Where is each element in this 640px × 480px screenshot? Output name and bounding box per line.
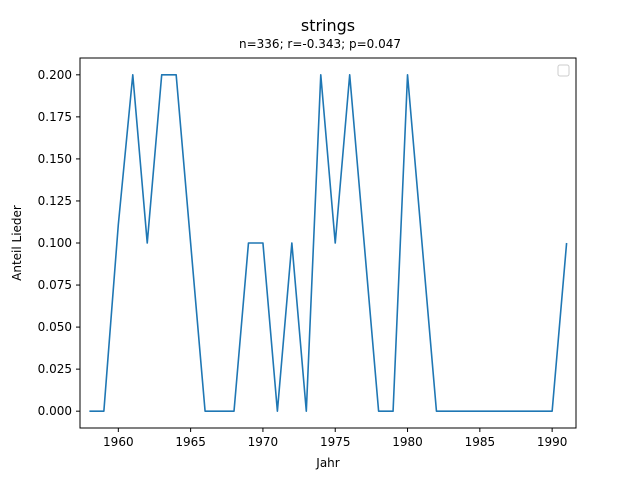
y-tick-label: 0.000 — [38, 404, 72, 418]
y-tick-label: 0.075 — [38, 278, 72, 292]
chart-subtitle: n=336; r=-0.343; p=0.047 — [239, 37, 401, 51]
x-tick-label: 1990 — [537, 435, 568, 449]
x-tick-label: 1985 — [465, 435, 496, 449]
y-tick-label: 0.200 — [38, 68, 72, 82]
x-tick-label: 1960 — [103, 435, 134, 449]
x-axis-label: Jahr — [315, 456, 339, 470]
y-axis-label: Anteil Lieder — [10, 205, 24, 281]
chart-title: strings — [301, 16, 355, 35]
legend-box — [557, 64, 570, 77]
y-axis-ticks: 0.000 0.025 0.050 0.075 0.100 0.125 0.150 0.175… — [38, 68, 80, 418]
y-tick-label: 0.025 — [38, 362, 72, 376]
x-tick-label: 1975 — [320, 435, 351, 449]
y-tick-label: 0.100 — [38, 236, 72, 250]
y-tick-label: 0.050 — [38, 320, 72, 334]
x-tick-label: 1970 — [248, 435, 279, 449]
series-layer — [89, 74, 568, 412]
y-tick-label: 0.150 — [38, 152, 72, 166]
y-tick-label: 0.125 — [38, 194, 72, 208]
x-tick-label: 1980 — [392, 435, 423, 449]
x-tick-label: 1965 — [175, 435, 206, 449]
series-line — [89, 74, 568, 412]
y-tick-label: 0.175 — [38, 110, 72, 124]
x-axis-ticks: 1960 1965 1970 1975 1980 1985 1990 — [103, 428, 567, 449]
plot-frame — [79, 57, 577, 429]
